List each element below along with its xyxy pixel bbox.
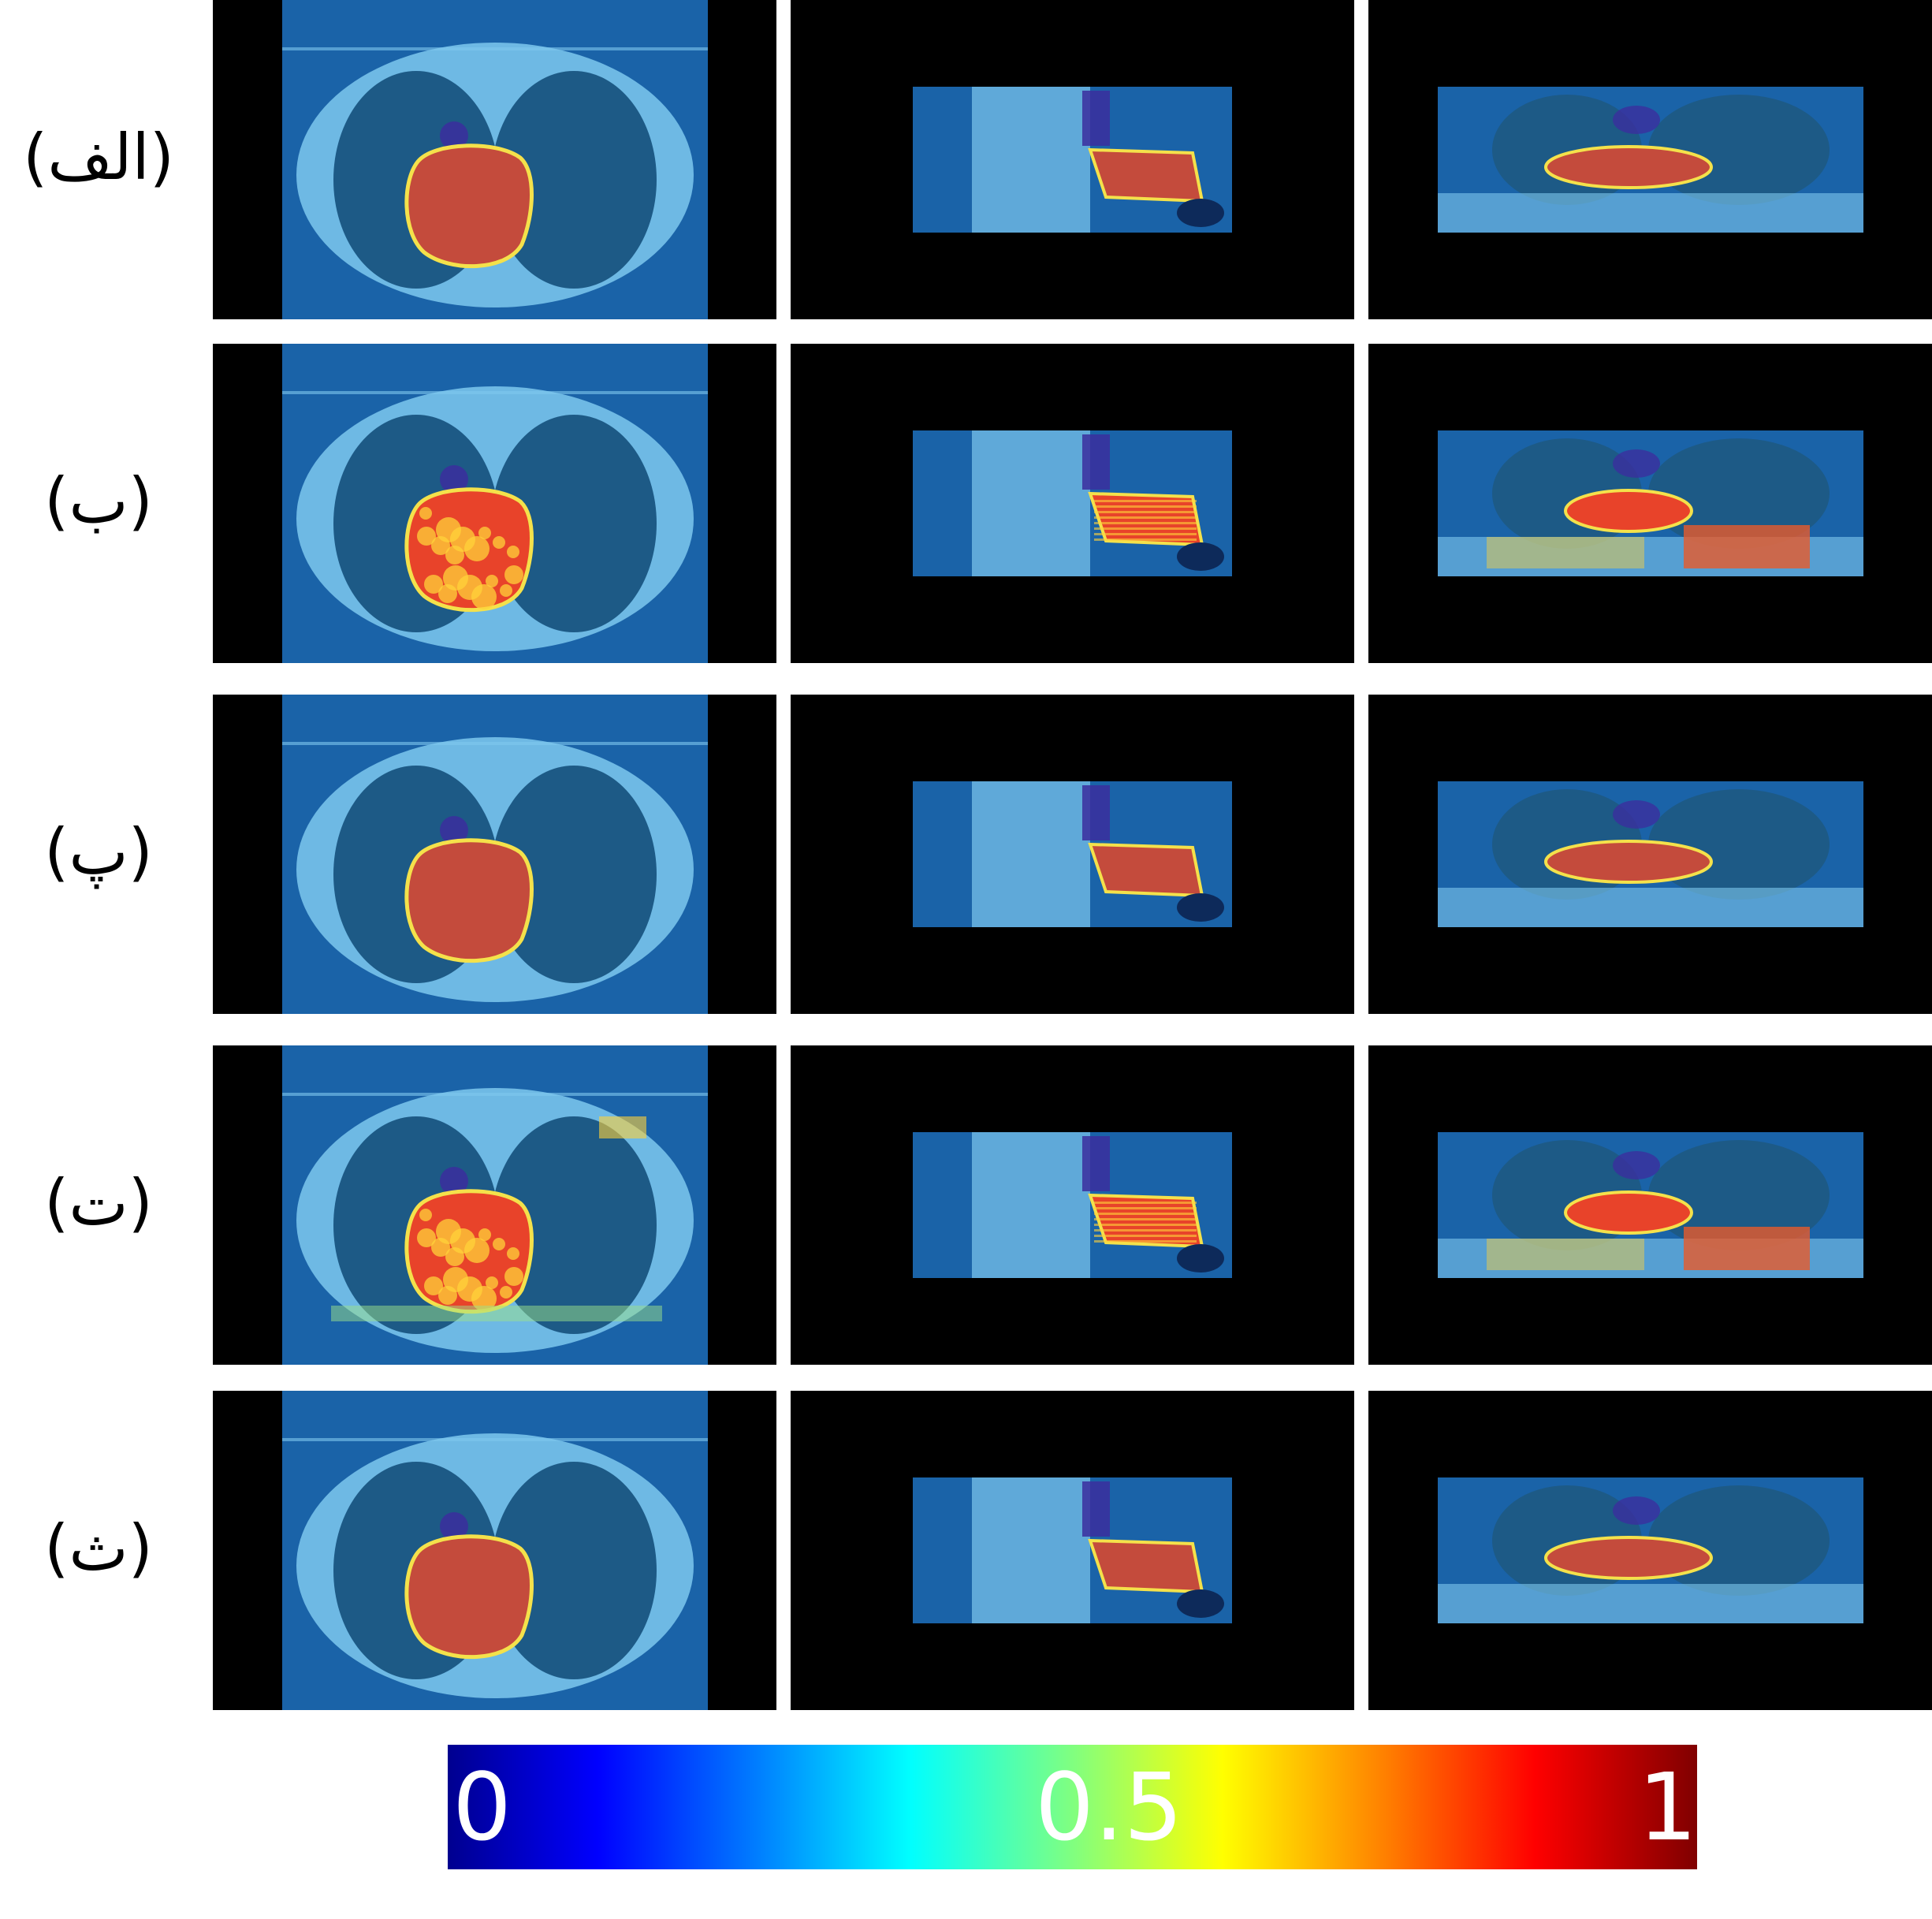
axial-scan-image: [282, 344, 708, 663]
coronal-scan-image: [1438, 430, 1863, 576]
colorbar-tick-1: 1: [1638, 1753, 1698, 1861]
colorbar-tick-0: 0: [452, 1753, 512, 1861]
panel-sagittal: [791, 1391, 1354, 1710]
panel-coronal: [1368, 344, 1932, 663]
panel-sagittal: [791, 344, 1354, 663]
panel-coronal: [1368, 1391, 1932, 1710]
axial-scan-image: [282, 695, 708, 1014]
row-label: (الف): [23, 121, 174, 194]
sagittal-scan-image: [913, 781, 1232, 927]
panel-axial: [213, 1391, 776, 1710]
axial-scan-image: [282, 1045, 708, 1365]
sagittal-scan-image: [913, 1477, 1232, 1623]
panel-sagittal: [791, 0, 1354, 319]
sagittal-scan-image: [913, 430, 1232, 576]
axial-scan-image: [282, 1391, 708, 1710]
panel-axial: [213, 344, 776, 663]
row-label: (ب): [44, 464, 153, 538]
sagittal-scan-image: [913, 87, 1232, 233]
coronal-scan-image: [1438, 1132, 1863, 1278]
panel-axial: [213, 0, 776, 319]
panel-sagittal: [791, 695, 1354, 1014]
panel-coronal: [1368, 0, 1932, 319]
coronal-scan-image: [1438, 781, 1863, 927]
panel-coronal: [1368, 1045, 1932, 1365]
panel-sagittal: [791, 1045, 1354, 1365]
coronal-scan-image: [1438, 1477, 1863, 1623]
colorbar: 0 0.5 1: [448, 1745, 1697, 1869]
row-label: (ث): [44, 1511, 153, 1585]
panel-axial: [213, 1045, 776, 1365]
axial-scan-image: [282, 0, 708, 319]
coronal-scan-image: [1438, 87, 1863, 233]
row-label: (پ): [44, 815, 153, 889]
panel-axial: [213, 695, 776, 1014]
row-label: (ت): [44, 1166, 153, 1239]
sagittal-scan-image: [913, 1132, 1232, 1278]
colorbar-tick-mid: 0.5: [1035, 1753, 1183, 1861]
panel-coronal: [1368, 695, 1932, 1014]
